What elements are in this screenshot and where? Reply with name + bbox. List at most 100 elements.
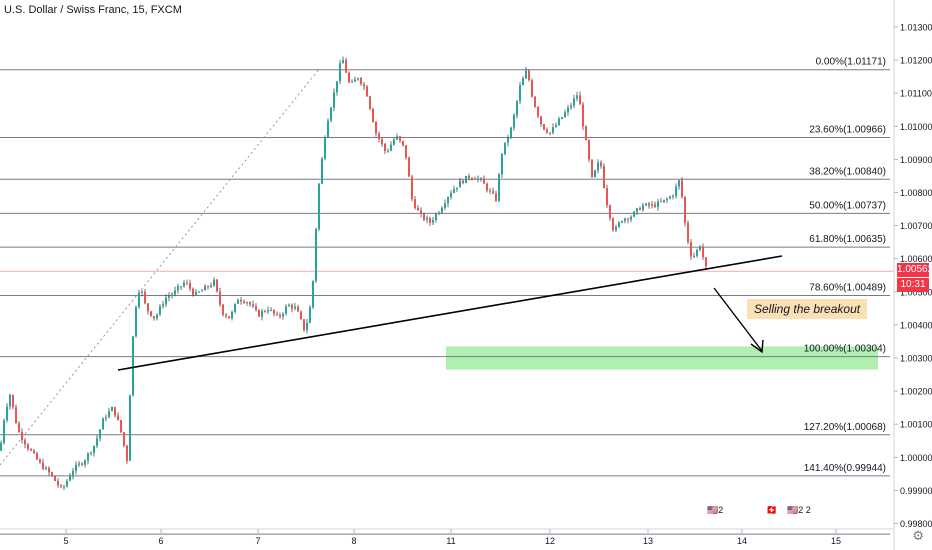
candle [201,289,203,292]
candle [126,444,128,464]
candle [333,88,335,112]
candle [96,434,98,449]
breakout-arrow[interactable] [713,287,764,354]
candle [555,122,557,128]
event-flag-icon[interactable]: 🇺🇸2 2 [787,505,811,515]
candle [159,304,161,317]
price-tick-label: 1.00000 [900,453,932,463]
candle [279,312,281,319]
candle [282,312,284,320]
candle [414,196,416,210]
candle [678,179,680,190]
candle [408,156,410,177]
candle [468,173,470,181]
candle [129,394,131,461]
candle [693,252,695,259]
candle [696,248,698,258]
candle [591,159,593,178]
candle [294,302,296,311]
candle [660,197,662,203]
candle [348,71,350,84]
candle [30,447,32,452]
candle [27,442,29,452]
candle [561,116,563,120]
candle [198,290,200,293]
candle [174,286,176,297]
fib-guide-line [0,67,321,466]
candle [621,220,623,224]
candle [684,196,686,227]
candle [486,182,488,193]
candle [648,201,650,209]
candle [258,309,260,318]
candle [0,440,2,452]
candle [24,438,26,449]
candle [81,462,83,467]
candle [336,81,338,96]
candle [15,404,17,424]
candle [456,187,458,193]
candle [630,215,632,223]
candle [195,289,197,296]
event-flag-icon[interactable]: 🇨🇭 [766,505,778,515]
candle [435,212,437,223]
candle [525,66,527,79]
candle [465,175,467,184]
candle [66,478,68,488]
candle [507,134,509,147]
candle [78,460,80,467]
candle [609,204,611,221]
candle [306,318,308,334]
time-tick-label: 8 [351,536,356,546]
candle [171,292,173,299]
fib-level-label: 23.60%(1.00966) [809,125,886,136]
candle [522,76,524,86]
candle [471,177,473,181]
candle [75,461,77,475]
trend-line[interactable] [117,255,783,371]
candle [606,184,608,208]
price-tick-label: 1.00500 [900,287,932,297]
candle [480,176,482,182]
candle [396,133,398,141]
candle [48,466,50,476]
candle [51,471,53,477]
candle [420,207,422,218]
candle [243,299,245,305]
event-count: 2 [798,505,804,515]
candle [669,195,671,200]
candle [132,335,134,397]
candle [147,303,149,315]
candle [384,142,386,155]
candle [597,159,599,174]
candle [63,484,65,490]
price-axis[interactable]: 1.01300 1.01200 1.01100 1.01000 1.00900 1.008… [894,23,932,530]
candle [483,175,485,184]
bar-countdown: 10:31 [897,278,929,292]
candle [180,285,182,291]
candle [627,217,629,224]
time-axis[interactable]: 5 6 7 8 11 12 13 14 15 [63,529,841,546]
candle [612,217,614,232]
candle [210,282,212,289]
candle [138,289,140,309]
settings-gear-icon[interactable]: ⚙ [912,528,924,543]
candle [600,160,602,169]
time-tick-label: 5 [63,536,68,546]
candle [303,318,305,332]
candle [252,300,254,308]
candle [300,310,302,321]
annotation-label[interactable]: Selling the breakout [747,299,868,319]
candle [150,311,152,317]
candle [237,298,239,304]
candle [186,279,188,286]
candle [654,201,656,208]
candle [633,210,635,218]
price-tick-label: 0.99800 [900,519,932,529]
event-flag-icon[interactable]: 🇺🇸2 [707,505,724,515]
candle [603,163,605,189]
time-tick-label: 7 [255,536,260,546]
candle [579,91,581,105]
candle [321,156,323,185]
